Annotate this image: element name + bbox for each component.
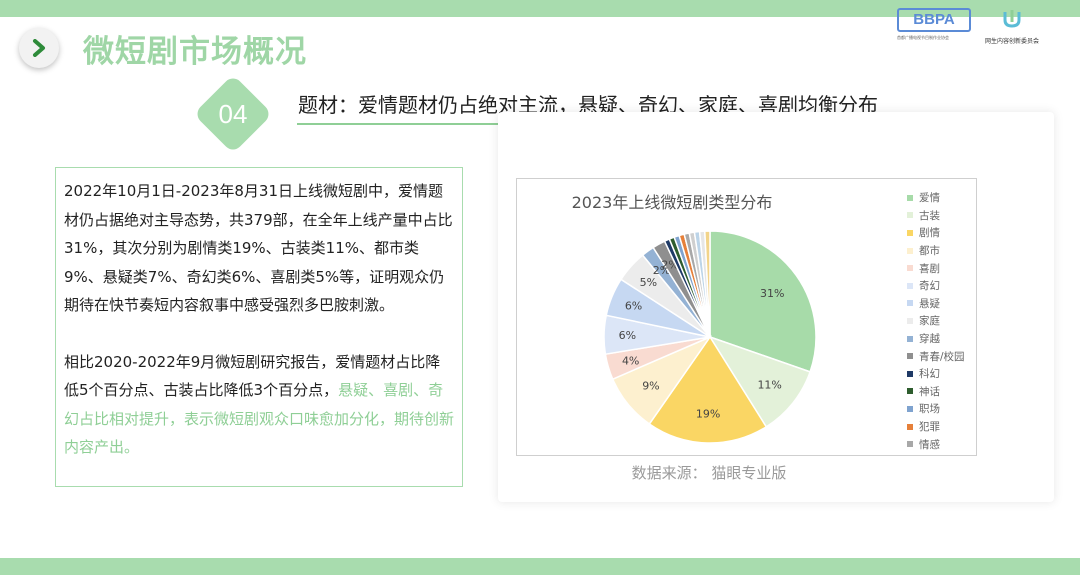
legend-item-古装: 古装 <box>907 207 977 225</box>
legend-swatch <box>907 194 913 201</box>
legend-item-职场: 职场 <box>907 400 977 418</box>
legend-item-科幻: 科幻 <box>907 365 977 383</box>
legend-item-喜剧: 喜剧 <box>907 259 977 277</box>
page-title: 微短剧市场概况 <box>83 34 307 70</box>
legend-label: 穿越 <box>919 333 940 346</box>
legend-item-情感: 情感 <box>907 435 977 453</box>
legend-item-爱情: 爱情 <box>907 189 977 207</box>
legend-swatch <box>907 282 913 289</box>
legend-swatch <box>907 388 913 395</box>
section-number: 04 <box>218 98 248 129</box>
legend-item-剧情: 剧情 <box>907 224 977 242</box>
legend-label: 喜剧 <box>919 262 940 275</box>
top-accent-bar <box>0 0 1080 17</box>
legend-swatch <box>907 423 913 430</box>
data-label-都市: 9% <box>642 379 659 392</box>
chart-title: 2023年上线微短剧类型分布 <box>571 193 773 212</box>
legend-swatch <box>907 405 913 412</box>
legend-item-都市: 都市 <box>907 242 977 260</box>
legend-label: 家庭 <box>919 315 940 328</box>
legend-item-青春/校园: 青春/校园 <box>907 347 977 365</box>
data-label-喜剧: 4% <box>622 354 639 367</box>
bbpa-logo-mark: BBPA <box>897 8 971 32</box>
legend-swatch <box>907 229 913 236</box>
legend-label: 科幻 <box>919 368 940 381</box>
pie-slice-爱情 <box>709 230 817 373</box>
legend-item-奇幻: 奇幻 <box>907 277 977 295</box>
legend-label: 青春/校园 <box>919 350 965 363</box>
chevron-right-icon <box>33 39 45 57</box>
pie-slice-古装 <box>708 335 812 428</box>
legend-label: 悬疑 <box>919 297 940 310</box>
data-label-古装: 11% <box>757 379 781 392</box>
data-label-剧情: 19% <box>696 407 720 420</box>
data-label-悬疑: 6% <box>625 300 642 313</box>
legend-swatch <box>907 353 913 360</box>
legend-label: 都市 <box>919 245 940 258</box>
legend-label: 情感 <box>919 438 940 451</box>
legend-label: 奇幻 <box>919 280 940 293</box>
wsn-logo-icon <box>1003 10 1021 28</box>
legend-label: 爱情 <box>919 192 940 205</box>
bottom-accent-bar <box>0 558 1080 575</box>
legend-label: 职场 <box>919 403 940 416</box>
legend-swatch <box>907 300 913 307</box>
bbpa-logo-subtitle: 首都广播电视节目制作业协会 <box>897 35 949 40</box>
data-label-爱情: 31% <box>760 287 784 300</box>
wsn-logo: 网生内容创新委员会 <box>982 8 1042 45</box>
legend-label: 神话 <box>919 385 940 398</box>
summary-paragraph-2: 相比2020-2022年9月微短剧研究报告，爱情题材占比降低5个百分点、古装占比… <box>64 348 454 462</box>
legend-label: 犯罪 <box>919 421 940 434</box>
data-source: 数据来源： 猫眼专业版 <box>631 464 787 482</box>
legend-item-神话: 神话 <box>907 383 977 401</box>
summary-paragraph-1: 2022年10月1日-2023年8月31日上线微短剧中，爱情题材仍占据绝对主导态… <box>64 182 453 314</box>
legend-label: 剧情 <box>919 227 940 240</box>
pie-slice-剧情 <box>648 335 768 444</box>
legend-swatch <box>907 441 913 448</box>
pie-slice-extra-3 <box>704 230 711 338</box>
chart-frame: 2023年上线微短剧类型分布 31% 11% 19% 9% 4% 6% 6% 5% 2% 2% 爱… <box>516 178 977 456</box>
summary-paragraph-2-text: 相比2020-2022年9月微短剧研究报告，爱情题材占比降低5个百分点、古装占比… <box>64 352 441 400</box>
legend-swatch <box>907 265 913 272</box>
data-label-家庭: 5% <box>640 276 657 289</box>
legend-item-穿越: 穿越 <box>907 330 977 348</box>
bbpa-logo: BBPA 首都广播电视节目制作业协会 <box>897 8 971 44</box>
legend-swatch <box>907 370 913 377</box>
wsn-logo-subtitle: 网生内容创新委员会 <box>984 38 1039 45</box>
summary-paragraph-2-highlight: 悬疑、喜剧、奇幻占比相对提升，表示微短剧观众口味愈加分化，期待创新内容产出。 <box>64 381 455 456</box>
back-button[interactable] <box>19 28 59 68</box>
legend-swatch <box>907 247 913 254</box>
legend-swatch <box>907 335 913 342</box>
legend-item-犯罪: 犯罪 <box>907 418 977 436</box>
legend-swatch <box>907 317 913 324</box>
legend-label: 古装 <box>919 209 940 222</box>
chart-legend: 爱情古装剧情都市喜剧奇幻悬疑家庭穿越青春/校园科幻神话职场犯罪情感 <box>907 189 977 453</box>
summary-text-box: 2022年10月1日-2023年8月31日上线微短剧中，爱情题材仍占据绝对主导态… <box>55 167 463 487</box>
data-label-奇幻: 6% <box>619 329 636 342</box>
pie-chart: 31%11%19%9%4%6%6%5%2%2% <box>603 230 817 444</box>
legend-item-悬疑: 悬疑 <box>907 295 977 313</box>
legend-swatch <box>907 212 913 219</box>
legend-item-家庭: 家庭 <box>907 312 977 330</box>
